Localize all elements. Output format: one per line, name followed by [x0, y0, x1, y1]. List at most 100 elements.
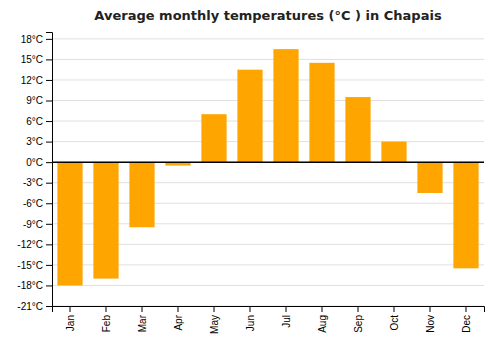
tick-mark — [286, 306, 287, 312]
bar — [417, 162, 442, 193]
axis-line — [46, 33, 53, 307]
tick-label: Sep — [353, 315, 364, 333]
tick: -15°C — [17, 260, 52, 271]
bar — [237, 70, 262, 162]
tick-mark — [46, 80, 52, 81]
tick: -21°C — [17, 301, 52, 312]
tick: Sep — [353, 306, 364, 333]
tick-mark — [46, 59, 52, 60]
tick: Feb — [101, 306, 112, 332]
tick-label: May — [209, 315, 220, 334]
tick-mark — [46, 265, 52, 266]
bar — [345, 97, 370, 162]
grid-line — [52, 100, 484, 101]
tick-label: 0°C — [26, 157, 43, 168]
grid-line — [52, 79, 484, 80]
grid — [52, 39, 484, 306]
tick: -3°C — [23, 177, 52, 188]
tick: Apr — [173, 306, 184, 331]
tick-label: -9°C — [23, 219, 43, 230]
tick-mark — [394, 306, 395, 312]
tick-mark — [322, 306, 323, 312]
tick-label: Apr — [173, 314, 184, 330]
tick-label: 12°C — [21, 75, 43, 86]
tick-label: -12°C — [17, 239, 43, 250]
tick-label: 6°C — [26, 116, 43, 127]
tick-label: 15°C — [21, 54, 43, 65]
tick-mark — [46, 244, 52, 245]
tick: Jan — [65, 306, 76, 331]
bar — [129, 162, 154, 227]
grid-line — [52, 121, 484, 122]
grid-line — [52, 141, 484, 142]
tick-label: Mar — [137, 314, 148, 332]
tick-label: Jan — [65, 315, 76, 331]
grid-line — [52, 285, 484, 286]
tick: 9°C — [26, 95, 52, 106]
tick-label: 9°C — [26, 95, 43, 106]
tick-label: Dec — [461, 315, 472, 333]
tick: Nov — [425, 306, 436, 333]
bar — [381, 142, 406, 163]
bar — [93, 162, 118, 278]
tick: 15°C — [21, 54, 52, 65]
bar — [309, 63, 334, 162]
tick: -6°C — [23, 198, 52, 209]
tick-mark — [178, 306, 179, 312]
tick-mark — [46, 162, 52, 163]
tick: -9°C — [23, 219, 52, 230]
zero-line — [52, 161, 484, 163]
grid-line — [52, 162, 484, 163]
x-axis: Jan Feb Mar Apr May Jun Jul Aug Sep Oct Nov Dec — [53, 306, 485, 334]
bar — [57, 162, 82, 285]
bars — [57, 49, 478, 285]
tick: -12°C — [17, 239, 52, 250]
tick-mark — [46, 285, 52, 286]
tick-mark — [430, 306, 431, 312]
tick: Aug — [317, 306, 328, 333]
tick-label: -21°C — [17, 301, 43, 312]
y-axis: -21°C -18°C -15°C -12°C -9°C -6°C -3°C 0°C 3°C 6°… — [17, 33, 52, 312]
tick-mark — [70, 306, 71, 312]
tick-label: -15°C — [17, 260, 43, 271]
bar — [453, 162, 478, 268]
tick-label: -3°C — [23, 177, 43, 188]
tick-label: -18°C — [17, 280, 43, 291]
tick: 18°C — [21, 34, 52, 45]
chart: -21°C -18°C -15°C -12°C -9°C -6°C -3°C 0°C 3°C 6°… — [0, 0, 500, 350]
tick: 3°C — [26, 136, 52, 147]
tick-label: Nov — [425, 315, 436, 333]
tick: Jul — [281, 306, 292, 328]
tick-mark — [46, 203, 52, 204]
tick-label: Jun — [245, 315, 256, 331]
tick-mark — [250, 306, 251, 312]
tick-label: 18°C — [21, 34, 43, 45]
title: Average monthly temperatures (°C ) in Ch… — [94, 8, 442, 23]
tick-mark — [142, 306, 143, 312]
tick-mark — [46, 39, 52, 40]
tick: Jun — [245, 306, 256, 331]
tick-label: Feb — [101, 315, 112, 333]
bar — [201, 114, 226, 162]
tick-label: -6°C — [23, 198, 43, 209]
tick-mark — [46, 224, 52, 225]
tick-label: Jul — [281, 315, 292, 328]
tick-mark — [46, 121, 52, 122]
tick: Oct — [389, 306, 400, 331]
tick-mark — [106, 306, 107, 312]
tick-mark — [46, 183, 52, 184]
tick-mark — [46, 101, 52, 102]
grid-line — [52, 59, 484, 60]
tick: Dec — [461, 306, 472, 333]
tick: -18°C — [17, 280, 52, 291]
tick-mark — [358, 306, 359, 312]
tick-label: 3°C — [26, 136, 43, 147]
tick: May — [209, 306, 220, 334]
tick-label: Aug — [317, 315, 328, 333]
tick: 6°C — [26, 116, 52, 127]
tick-mark — [46, 306, 52, 307]
tick-mark — [466, 306, 467, 312]
tick-mark — [46, 142, 52, 143]
axis-line — [53, 307, 485, 313]
bar — [273, 49, 298, 162]
